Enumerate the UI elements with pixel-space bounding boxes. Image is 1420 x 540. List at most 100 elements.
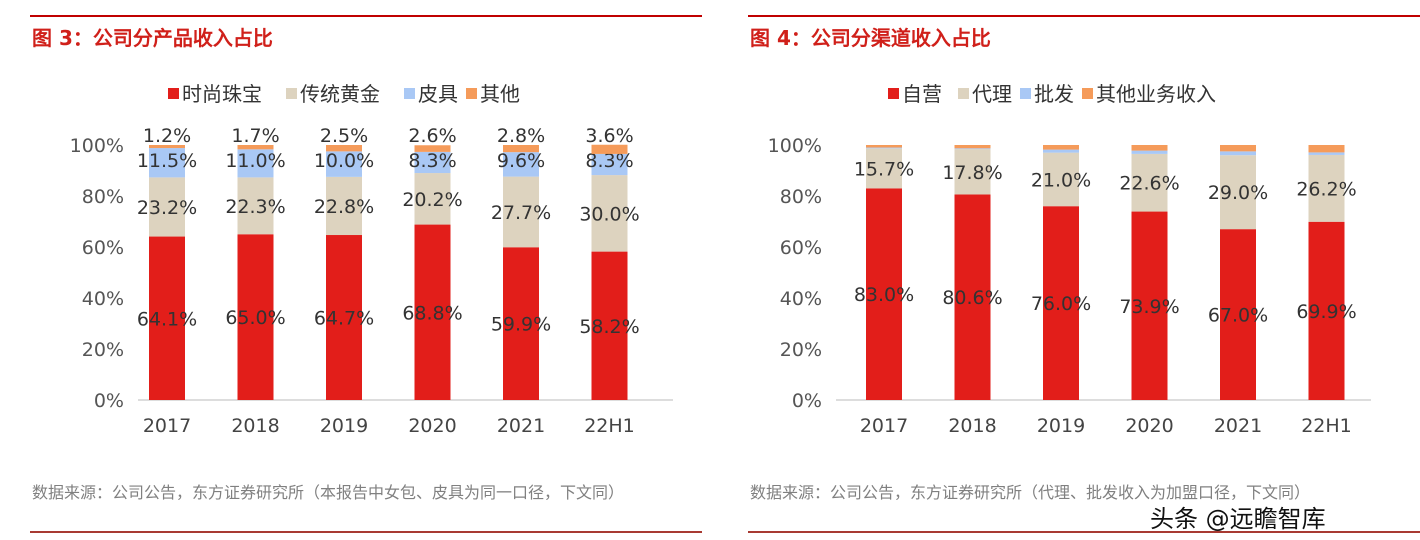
data-label: 9.6% xyxy=(497,150,545,172)
y-tick-label: 100% xyxy=(768,135,822,157)
data-label: 2.5% xyxy=(320,125,368,147)
channel-revenue-chart: 自营 代理 批发 其他业务收入 0% 20% 40% 60% 80% 100% 2017 83.0% 1… xyxy=(768,82,1371,437)
legend-label-2: 皮具 xyxy=(418,82,458,106)
x-tick-label: 2017 xyxy=(143,415,191,437)
bar-segment-0 xyxy=(954,194,991,400)
legend-label-0: 自营 xyxy=(902,82,942,106)
y-tick-label: 100% xyxy=(70,135,124,157)
x-tick-label: 2019 xyxy=(1037,415,1085,437)
bar-segment-0 xyxy=(1043,206,1079,400)
data-label: 3.6% xyxy=(585,125,633,147)
data-label: 8.3% xyxy=(408,150,456,172)
data-label: 11.5% xyxy=(137,150,197,172)
legend-label-1: 传统黄金 xyxy=(300,82,380,106)
legend-swatch-1 xyxy=(958,88,969,99)
bar-segment-3 xyxy=(326,145,362,152)
bar-segment-3 xyxy=(1131,145,1168,151)
data-label: 64.7% xyxy=(314,308,374,330)
bar-segment-3 xyxy=(503,145,539,153)
channel-revenue-chart-panel: 图 4：公司分渠道收入占比 自营 代理 批发 其他业务收入 0% 20% 40% 60% 80%… xyxy=(748,0,1420,540)
data-label: 68.8% xyxy=(402,302,462,324)
legend-swatch-0 xyxy=(168,88,179,99)
bar-segment-1 xyxy=(591,175,628,252)
bar-segment-1 xyxy=(503,176,539,248)
y-tick-label: 0% xyxy=(792,390,822,412)
y-tick-label: 40% xyxy=(780,288,822,310)
data-label: 67.0% xyxy=(1208,305,1268,327)
legend-label-0: 时尚珠宝 xyxy=(182,82,262,106)
bar-segment-1 xyxy=(866,148,902,189)
watermark: 头条 @远瞻智库 xyxy=(1150,505,1326,533)
x-tick-label: 2020 xyxy=(408,415,456,437)
data-label: 76.0% xyxy=(1031,293,1091,315)
source-note: 数据来源：公司公告，东方证券研究所（代理、批发收入为加盟口径，下文同） xyxy=(750,483,1311,502)
data-label: 21.0% xyxy=(1031,169,1091,191)
top-divider xyxy=(30,15,702,17)
data-label: 23.2% xyxy=(137,197,197,219)
bar-segment-3 xyxy=(237,145,274,150)
data-label: 26.2% xyxy=(1296,178,1356,200)
bar-segment-1 xyxy=(1220,155,1256,230)
legend-label-2: 批发 xyxy=(1034,82,1074,106)
x-tick-label: 2021 xyxy=(497,415,545,437)
x-tick-label: 2018 xyxy=(948,415,996,437)
bar-segment-2 xyxy=(326,151,362,177)
bar-segment-1 xyxy=(954,149,991,195)
legend-label-3: 其他业务收入 xyxy=(1096,82,1216,106)
bottom-divider xyxy=(748,531,1420,533)
legend-label-1: 代理 xyxy=(972,82,1012,106)
bar-segment-3 xyxy=(1308,145,1345,153)
product-revenue-chart-panel: 图 3：公司分产品收入占比 时尚珠宝 传统黄金 皮具 其他 0% 20% 40% 60% 80%… xyxy=(30,0,702,540)
bar-segment-2 xyxy=(591,153,628,176)
y-tick-label: 80% xyxy=(82,186,124,208)
chart-title: 图 3：公司分产品收入占比 xyxy=(32,26,273,50)
legend-label-3: 其他 xyxy=(480,82,520,106)
bar-segment-0 xyxy=(503,247,539,400)
legend-swatch-3 xyxy=(466,88,477,99)
bar-segment-2 xyxy=(237,149,274,178)
data-label: 20.2% xyxy=(402,189,462,211)
data-label: 29.0% xyxy=(1208,182,1268,204)
bar-segment-3 xyxy=(954,145,991,149)
data-label: 58.2% xyxy=(579,316,639,338)
y-tick-label: 20% xyxy=(780,339,822,361)
bar-segment-1 xyxy=(237,177,274,235)
y-tick-label: 20% xyxy=(82,339,124,361)
top-divider xyxy=(748,15,1420,17)
bar-segment-2 xyxy=(1131,150,1168,154)
data-label: 22.3% xyxy=(225,196,285,218)
bar-segment-0 xyxy=(1220,229,1256,400)
data-label: 65.0% xyxy=(225,307,285,329)
legend-swatch-3 xyxy=(1082,88,1093,99)
data-label: 27.7% xyxy=(491,202,551,224)
bar-segment-1 xyxy=(1131,153,1168,212)
bar-segment-0 xyxy=(326,235,362,400)
data-label: 22.6% xyxy=(1119,173,1179,195)
bar-segment-2 xyxy=(414,151,451,174)
legend-swatch-2 xyxy=(404,88,415,99)
bar-segment-1 xyxy=(414,173,451,225)
bar-segment-2 xyxy=(954,148,991,150)
y-tick-label: 60% xyxy=(82,237,124,259)
data-label: 22.8% xyxy=(314,196,374,218)
legend-swatch-1 xyxy=(286,88,297,99)
y-tick-label: 60% xyxy=(780,237,822,259)
bar-segment-1 xyxy=(149,177,185,237)
x-tick-label: 2019 xyxy=(320,415,368,437)
bar-segment-2 xyxy=(866,147,902,149)
y-tick-label: 80% xyxy=(780,186,822,208)
x-tick-label: 2018 xyxy=(231,415,279,437)
x-tick-label: 22H1 xyxy=(1301,415,1352,437)
data-label: 80.6% xyxy=(942,287,1002,309)
data-label: 64.1% xyxy=(137,308,197,330)
bar-segment-3 xyxy=(591,144,628,154)
data-label: 2.6% xyxy=(408,125,456,147)
bar-segment-2 xyxy=(1308,152,1345,155)
bar-segment-1 xyxy=(1043,152,1079,207)
source-note: 数据来源：公司公告，东方证券研究所（本报告中女包、皮具为同一口径，下文同） xyxy=(32,483,625,502)
bar-segment-3 xyxy=(866,145,902,148)
bar-segment-0 xyxy=(866,188,902,400)
bar-segment-0 xyxy=(149,236,185,400)
chart-title: 图 4：公司分渠道收入占比 xyxy=(750,26,991,50)
x-tick-label: 22H1 xyxy=(584,415,635,437)
